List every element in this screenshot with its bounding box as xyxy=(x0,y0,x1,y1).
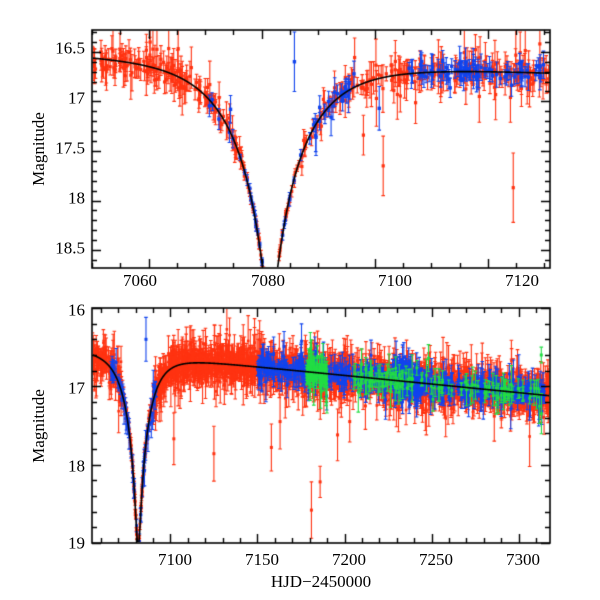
bottom-xtick-label-4: 7300 xyxy=(506,550,540,569)
top-xtick-label-3: 7120 xyxy=(505,271,539,290)
top-xtick-label-2: 7100 xyxy=(378,271,412,290)
bottom-yaxis-title: Magnitude xyxy=(29,389,48,463)
top-ytick-label-2: 17.5 xyxy=(55,138,85,158)
bottom-xtick-label-2: 7200 xyxy=(332,550,366,569)
bottom-ytick-label-2: 18 xyxy=(68,456,85,476)
xaxis-title: HJD−2450000 xyxy=(270,572,372,591)
top-ytick-label-4: 18.5 xyxy=(55,238,85,258)
top-ytick-label-3: 18 xyxy=(68,188,85,208)
bottom-ytick-label-0: 16 xyxy=(68,300,85,320)
bottom-xtick-label-0: 7100 xyxy=(158,550,192,569)
bottom-xtick-label-3: 7250 xyxy=(419,550,453,569)
bottom-xtick-label-1: 7150 xyxy=(245,550,279,569)
bottom-ytick-label-1: 17 xyxy=(68,378,85,398)
top-ytick-label-1: 17 xyxy=(68,88,85,108)
top-yaxis-title: Magnitude xyxy=(29,112,48,186)
top-xtick-label-1: 7080 xyxy=(251,271,285,290)
top-xtick-label-0: 7060 xyxy=(123,271,157,290)
bottom-ytick-label-3: 19 xyxy=(68,533,85,553)
top-ytick-label-0: 16.5 xyxy=(55,38,85,58)
